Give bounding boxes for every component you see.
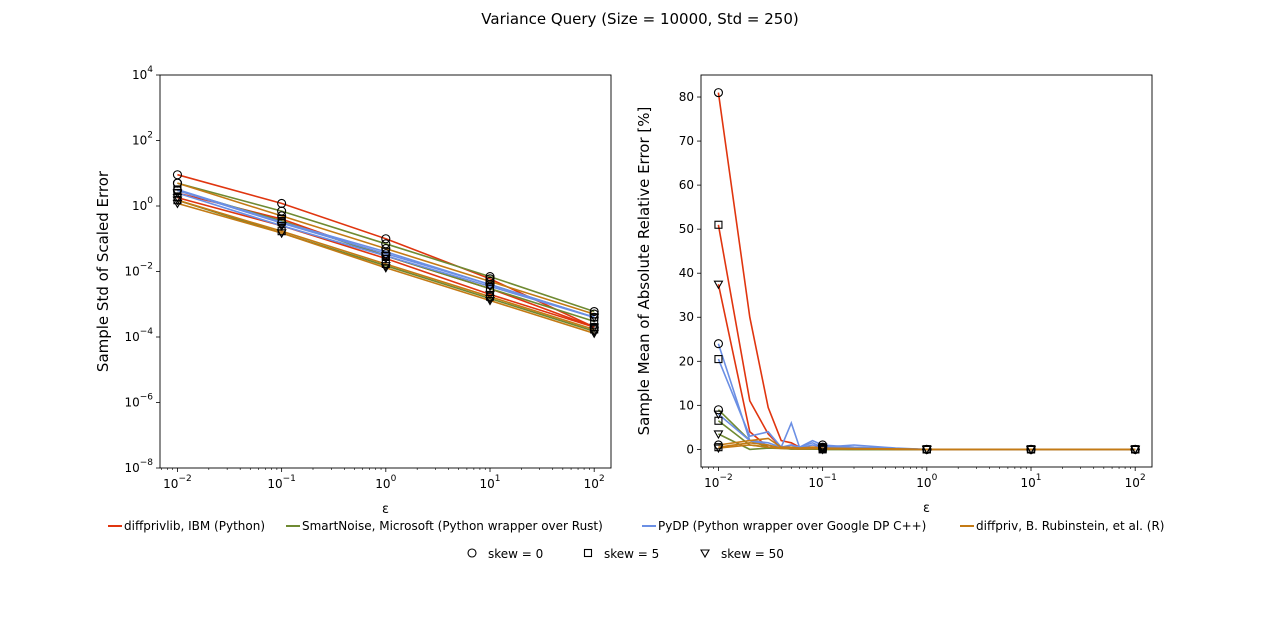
data-point-diffpriv-skew-50	[817, 445, 828, 455]
series-line-diffpriv-skew-50	[718, 444, 1136, 451]
series-line-pydp-skew-5	[177, 188, 595, 319]
left-chart: 10−2 10−1 100 101 102 10−8 10−6 10−4 10−2 100 102 1…	[94, 65, 612, 517]
y-axis-label: Sample Std of Scaled Error	[94, 170, 112, 372]
data-point-pydp-skew-50	[713, 410, 724, 420]
y-tick-label: 10−4	[124, 327, 153, 344]
data-point-diffpriv-skew-50	[276, 229, 287, 239]
plot-frame	[159, 74, 612, 469]
y-tick-label: 60	[679, 178, 694, 192]
y-tick-label: 40	[679, 266, 694, 280]
y-tick-label: 10−2	[124, 262, 153, 279]
y-tick-label: 50	[679, 222, 694, 236]
data-point-diffpriv-skew-0	[172, 178, 182, 188]
data-point-smartnoise-skew-0	[713, 405, 723, 415]
y-tick-label: 20	[679, 354, 694, 368]
data-point-smartnoise-skew-50	[380, 262, 391, 271]
data-point-diffprivlib-skew-0	[713, 88, 723, 98]
data-point-diffpriv-skew-50	[380, 264, 391, 273]
data-point-diffpriv-skew-50	[713, 444, 724, 454]
data-point-pydp-skew-50	[276, 222, 287, 231]
data-point-diffpriv-skew-0	[381, 244, 391, 254]
y-tick-label: 104	[132, 65, 153, 82]
legend-marker-label-circle: skew = 0	[488, 547, 543, 561]
series-line-diffprivlib-skew-50	[177, 196, 595, 328]
x-tick-label: 10−1	[808, 473, 837, 490]
data-point-pydp-skew-5	[381, 247, 390, 256]
right-chart: 10−2 10−1 100 101 10201020304050607080εSampl…	[635, 74, 1153, 516]
data-point-diffpriv-skew-5	[381, 259, 390, 269]
data-point-diffprivlib-skew-50	[589, 323, 600, 333]
data-point-diffpriv-skew-50	[921, 445, 932, 455]
data-point-diffpriv-skew-50	[1026, 445, 1036, 455]
data-point-diffpriv-skew-0	[277, 211, 287, 221]
x-tick-label: 102	[1125, 473, 1146, 490]
data-point-smartnoise-skew-0	[589, 306, 599, 317]
data-point-diffprivlib-skew-5	[714, 220, 723, 229]
x-tick-label: 10−1	[267, 474, 296, 491]
figure-title: Variance Query (Size = 10000, Std = 250)	[481, 10, 798, 28]
x-tick-label: 10−2	[704, 473, 733, 490]
legend-marker-triangle	[700, 549, 710, 559]
y-tick-label: 102	[132, 131, 153, 148]
legend-marker-circle	[467, 548, 477, 558]
data-point-diffpriv-skew-0	[485, 276, 495, 286]
y-tick-label: 70	[679, 134, 694, 148]
x-tick-label: 100	[375, 474, 396, 491]
data-point-diffpriv-skew-50	[589, 329, 600, 339]
data-point-pydp-skew-5	[714, 355, 723, 364]
data-point-diffpriv-skew-5	[590, 325, 599, 334]
legend-marker-label-square: skew = 5	[604, 547, 659, 561]
y-tick-label: 10−8	[124, 458, 153, 475]
x-tick-label: 101	[1020, 473, 1041, 490]
legend-label-pydp: PyDP (Python wrapper over Google DP C++)	[658, 519, 926, 533]
data-point-diffpriv-skew-50	[172, 199, 183, 209]
series-line-smartnoise-skew-0	[177, 182, 595, 313]
data-point-diffpriv-skew-50	[1130, 445, 1141, 455]
data-point-diffpriv-skew-5	[714, 443, 723, 452]
plot-frame	[700, 74, 1153, 468]
legend-label-smartnoise: SmartNoise, Microsoft (Python wrapper ov…	[302, 519, 603, 533]
y-axis-label: Sample Mean of Absolute Relative Error […	[635, 107, 653, 436]
legend-marker-label-triangle: skew = 50	[721, 547, 784, 561]
data-point-diffprivlib-skew-0	[381, 234, 391, 244]
y-tick-label: 10	[679, 398, 694, 412]
x-tick-label: 100	[916, 473, 937, 490]
y-tick-label: 100	[132, 196, 153, 213]
data-point-pydp-skew-50	[172, 189, 183, 199]
y-tick-label: 10−6	[124, 393, 153, 410]
y-tick-label: 30	[679, 310, 694, 324]
data-point-smartnoise-skew-0	[277, 206, 287, 216]
data-point-smartnoise-skew-50	[713, 430, 724, 440]
x-axis-label: ε	[923, 501, 930, 516]
data-point-diffprivlib-skew-0	[485, 274, 495, 284]
series-line-diffpriv-skew-5	[177, 199, 595, 331]
x-tick-label: 102	[584, 474, 605, 491]
series-line-smartnoise-skew-50	[177, 199, 595, 332]
data-point-diffpriv-skew-0	[589, 309, 599, 319]
legend-label-diffprivlib: diffprivlib, IBM (Python)	[124, 519, 265, 533]
x-tick-label: 10−2	[163, 474, 192, 491]
x-tick-label: 101	[479, 474, 500, 491]
y-tick-label: 80	[679, 90, 694, 104]
legend: diffprivlib, IBM (Python) SmartNoise, Mic…	[108, 519, 1164, 561]
y-tick-label: 0	[686, 442, 694, 456]
legend-marker-square	[583, 548, 593, 558]
data-point-diffprivlib-skew-50	[713, 280, 724, 290]
data-point-diffpriv-skew-50	[485, 296, 495, 306]
plot-area	[701, 75, 1152, 467]
data-point-smartnoise-skew-50	[589, 327, 600, 337]
data-point-pydp-skew-0	[713, 339, 723, 349]
data-point-pydp-skew-50	[485, 282, 495, 292]
x-axis-label: ε	[382, 502, 389, 517]
legend-label-diffpriv: diffpriv, B. Rubinstein, et al. (R)	[976, 519, 1164, 533]
data-point-diffpriv-skew-5	[485, 292, 495, 301]
data-point-smartnoise-skew-50	[485, 294, 495, 304]
